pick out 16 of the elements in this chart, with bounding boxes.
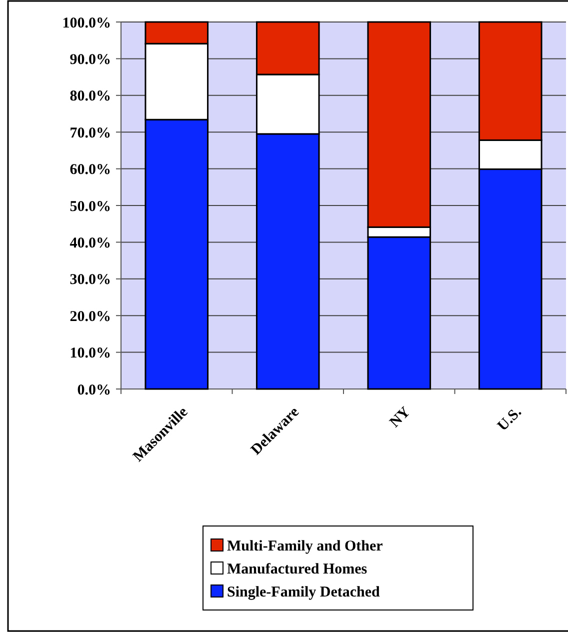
y-tick-label: 0.0% — [77, 382, 111, 398]
y-tick-label: 90.0% — [70, 52, 111, 68]
x-tick-label: NY — [387, 404, 414, 431]
y-tick-label: 100.0% — [62, 15, 111, 32]
y-tick-label: 30.0% — [70, 272, 111, 288]
legend-label: Manufactured Homes — [227, 561, 368, 578]
y-tick-label: 50.0% — [70, 198, 111, 215]
y-tick-label: 80.0% — [70, 88, 111, 105]
y-tick-label: 70.0% — [70, 125, 111, 142]
x-tick-label: U.S. — [494, 404, 526, 434]
legend-label: Single-Family Detached — [227, 584, 381, 600]
legend-label: Multi-Family and Other — [227, 538, 384, 554]
y-tick-label: 60.0% — [70, 162, 111, 178]
y-tick-label: 10.0% — [70, 346, 111, 362]
y-tick-label: 20.0% — [70, 308, 111, 325]
y-tick-label: 40.0% — [70, 235, 111, 252]
